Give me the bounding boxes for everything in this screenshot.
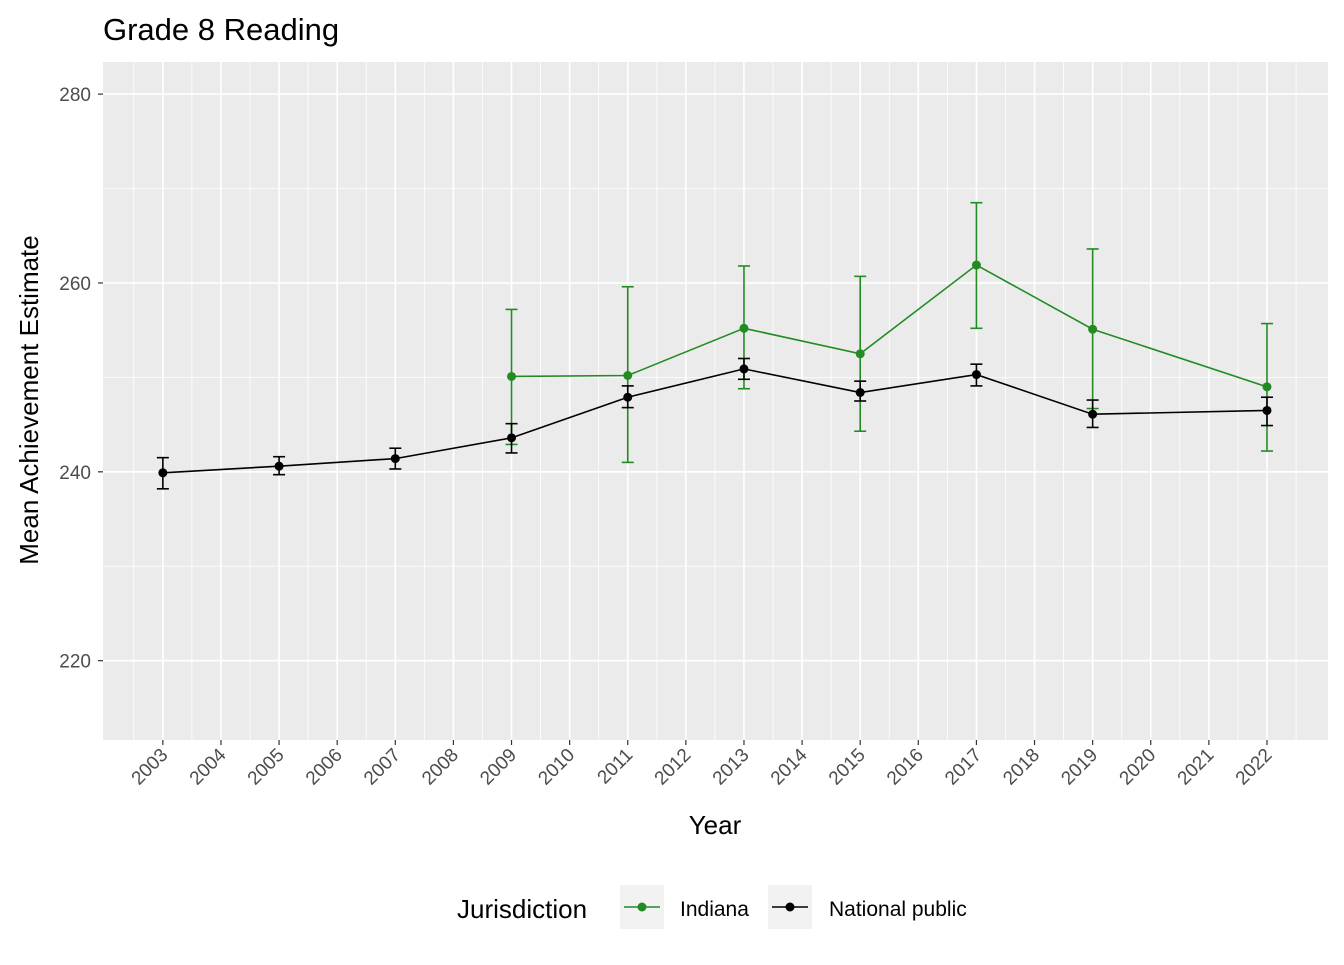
data-point [855, 388, 865, 398]
data-point [1262, 382, 1272, 392]
series-indiana [505, 201, 1273, 464]
plot-panel [103, 62, 1328, 740]
data-point [507, 371, 517, 381]
x-tick-label: 2014 [767, 744, 812, 789]
x-tick-label: 2013 [709, 745, 754, 790]
x-tick-label: 2007 [360, 745, 405, 790]
x-tick-label: 2008 [418, 745, 463, 790]
legend-key-point [785, 902, 795, 912]
data-point [623, 371, 633, 381]
x-tick-label: 2016 [883, 745, 928, 790]
data-point [971, 260, 981, 270]
y-tick-label: 260 [59, 274, 91, 295]
x-tick-label: 2022 [1232, 745, 1277, 790]
x-tick-label: 2009 [476, 745, 521, 790]
x-tick-label: 2017 [941, 745, 986, 790]
x-axis: 2003 2004 2005 2006 2007 2008 2009 2010 2011 2012… [128, 740, 1277, 789]
gridlines [103, 62, 1328, 740]
legend-title: Jurisdiction [457, 894, 587, 924]
data-point [739, 364, 749, 374]
x-axis-label: Year [689, 810, 742, 840]
data-point [739, 323, 749, 333]
data-point [274, 461, 284, 471]
data-point [1088, 409, 1098, 419]
y-tick-label: 240 [59, 463, 91, 484]
x-tick-label: 2020 [1116, 745, 1161, 790]
x-tick-label: 2019 [1057, 745, 1102, 790]
y-axis-label: Mean Achievement Estimate [14, 235, 44, 565]
x-tick-label: 2011 [594, 745, 638, 789]
legend-key-point [637, 902, 647, 912]
x-tick-label: 2018 [999, 745, 1044, 790]
data-point [507, 433, 517, 443]
y-tick-label: 280 [59, 85, 91, 106]
x-tick-label: 2010 [534, 745, 579, 790]
data-point [1262, 405, 1272, 415]
data-point [623, 392, 633, 402]
legend-label: Indiana [680, 898, 749, 921]
data-point [855, 349, 865, 359]
x-tick-label: 2021 [1174, 745, 1219, 790]
x-tick-label: 2012 [651, 745, 696, 790]
x-tick-label: 2004 [186, 744, 231, 789]
data-point [390, 454, 400, 464]
chart-title: Grade 8 Reading [103, 12, 339, 47]
x-tick-label: 2003 [128, 745, 173, 790]
data-point [971, 370, 981, 380]
series-national-public [156, 357, 1273, 490]
legend: Jurisdiction Indiana National public [457, 885, 967, 929]
x-tick-label: 2015 [825, 745, 870, 790]
legend-label: National public [829, 898, 967, 921]
series-layer [156, 201, 1273, 490]
data-point [1088, 324, 1098, 334]
data-point [158, 468, 168, 478]
series-line [162, 368, 1267, 474]
x-tick-label: 2005 [244, 745, 289, 790]
y-axis: 220 240 260 280 [59, 85, 103, 673]
y-tick-label: 220 [59, 652, 91, 673]
x-tick-label: 2006 [302, 745, 347, 790]
